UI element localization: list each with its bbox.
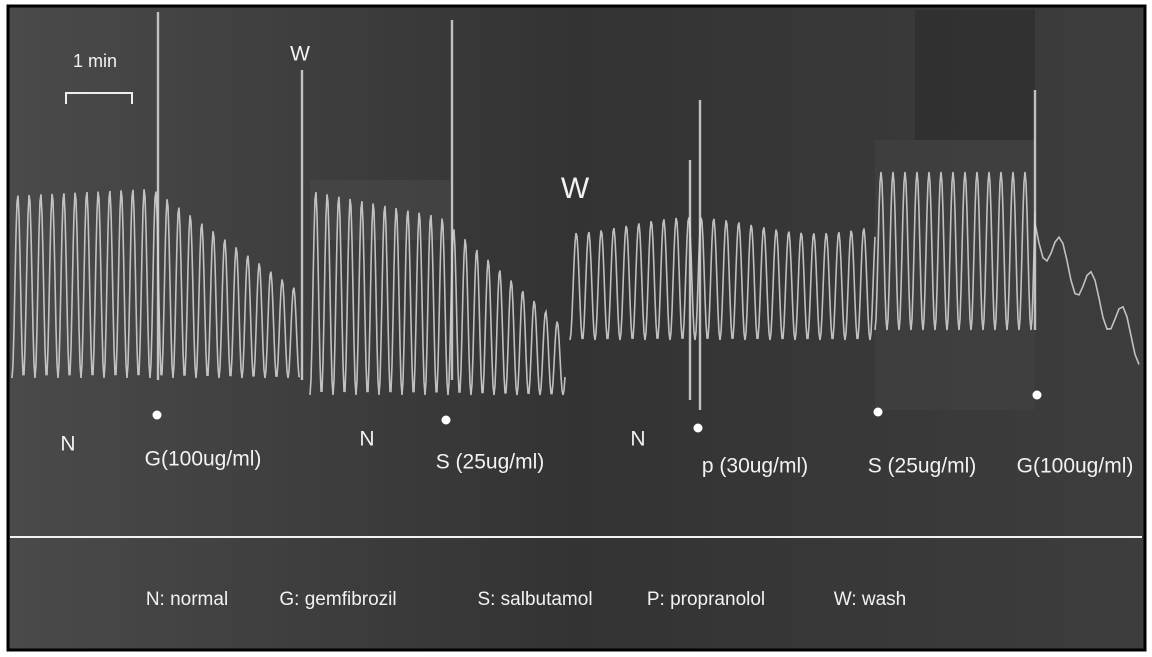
drug-dot — [1032, 390, 1042, 400]
scale-bar — [65, 92, 133, 104]
annotation: N — [60, 433, 75, 456]
drug-dot — [873, 407, 883, 417]
legend-entry: W: wash — [834, 589, 907, 610]
panel-patch — [915, 10, 1035, 140]
drug-dot — [441, 415, 451, 425]
legend-entry: P: propranolol — [647, 589, 765, 610]
annotation: G(100ug/ml) — [1017, 455, 1134, 478]
drug-dot — [693, 423, 703, 433]
annotation: N — [359, 428, 374, 451]
trace-segment — [874, 171, 1036, 331]
legend-entry: N: normal — [146, 589, 228, 610]
tracing — [11, 12, 1140, 410]
trace-decay — [1034, 223, 1140, 365]
panel-patch — [875, 140, 1035, 410]
panel-patch — [310, 180, 450, 240]
legend-entry: G: gemfibrozil — [279, 589, 396, 610]
annotation: S (25ug/ml) — [868, 455, 977, 478]
wash-marker: W — [290, 43, 310, 66]
legend-entry: S: salbutamol — [477, 589, 592, 610]
trace-segment — [11, 189, 300, 379]
annotation: S (25ug/ml) — [436, 451, 545, 474]
drug-dot — [152, 410, 162, 420]
annotation: N — [630, 428, 645, 451]
drug-dots — [152, 390, 1042, 433]
annotation: G(100ug/ml) — [145, 448, 262, 471]
scale-bar-label: 1 min — [73, 51, 117, 71]
trace-segment — [569, 217, 876, 341]
trace-segment — [309, 191, 566, 396]
wash-marker: W — [561, 172, 590, 205]
annotation: p (30ug/ml) — [702, 455, 808, 478]
